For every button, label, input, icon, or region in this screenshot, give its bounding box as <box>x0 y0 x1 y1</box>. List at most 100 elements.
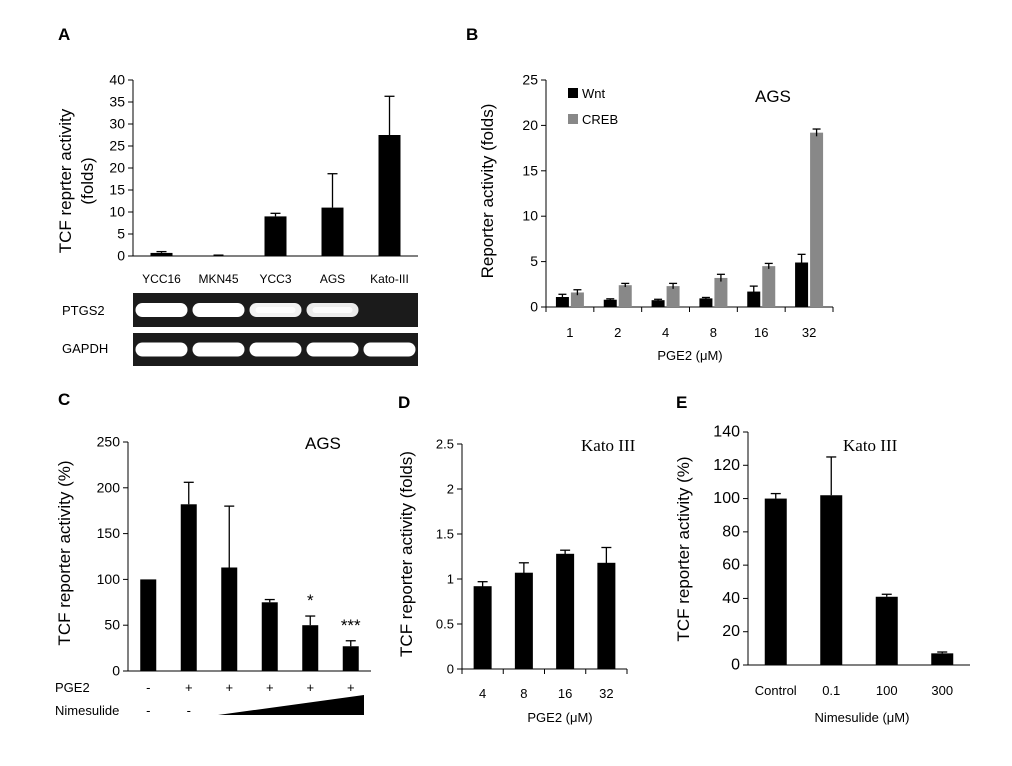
y-tick-label: 35 <box>109 94 125 110</box>
bar <box>140 579 157 671</box>
gel-band-core <box>312 307 353 313</box>
y-tick-label: 5 <box>530 253 538 269</box>
panel-c-axes: 0 50 100 150 200 250 <box>97 434 371 679</box>
panel-a-letter: A <box>58 25 70 44</box>
gel-band-core <box>198 307 239 313</box>
panel-d-bars <box>473 546 616 669</box>
bar <box>261 602 278 671</box>
x-tick-label: 0.1 <box>822 683 840 698</box>
y-tick-label: 25 <box>109 138 125 154</box>
bar <box>764 498 787 665</box>
y-tick-label: 20 <box>522 117 538 133</box>
x-tick-label: 100 <box>876 683 898 698</box>
legend-label-creb: CREB <box>582 112 618 127</box>
y-tick-label: 30 <box>109 116 125 132</box>
y-tick-label: 15 <box>522 162 538 178</box>
panel-d-title: Kato III <box>581 436 636 455</box>
pge2-mark: + <box>266 680 274 695</box>
significance-marker: *** <box>341 616 361 635</box>
panel-e-letter: E <box>676 393 687 412</box>
y-tick-label: 5 <box>117 226 125 242</box>
x-tick-label: 1 <box>566 325 573 340</box>
bar <box>556 553 575 669</box>
x-tick-label: YCC3 <box>259 272 291 286</box>
bar <box>321 207 344 256</box>
x-tick-label: 8 <box>520 686 527 701</box>
y-tick-label: 120 <box>713 457 740 474</box>
bar-wnt <box>603 299 617 307</box>
bar <box>302 625 319 671</box>
gel-band-core <box>255 346 296 353</box>
x-tick-label: 300 <box>931 683 953 698</box>
x-tick-label: 8 <box>710 325 717 340</box>
bar-wnt <box>555 297 569 307</box>
y-tick-label: 1 <box>447 572 454 587</box>
panel-c-ylabel: TCF reporter activity (%) <box>55 460 74 645</box>
panel-d-axes: 0 0.5 1 1.5 2 2.5 4 8 16 32 <box>436 437 628 701</box>
gel-band-core <box>255 307 296 313</box>
y-tick-label: 20 <box>722 623 740 640</box>
panel-c-pge2-label: PGE2 <box>55 680 90 695</box>
bar <box>597 562 616 669</box>
nimesulide-mark: - <box>146 703 150 718</box>
legend-swatch-creb <box>568 114 578 124</box>
panel-b-axes: 0 5 10 15 20 25 1 2 4 8 16 32 <box>522 72 834 340</box>
panel-a-gel: PTGS2 GAPDH <box>62 293 418 366</box>
x-tick-label: MKN45 <box>198 272 238 286</box>
panel-b: B Reporter activity (folds) AGS PGE2 (μM… <box>466 25 834 363</box>
panel-a-ylabel-line1: TCF reprter activity <box>56 108 75 253</box>
panel-b-legend: Wnt CREB <box>568 86 618 127</box>
panel-a-bars <box>150 95 401 256</box>
panel-e-xlabel: Nimesulide (μM) <box>815 710 910 725</box>
x-tick-label: 32 <box>599 686 613 701</box>
nimesulide-gradient-wedge <box>218 695 364 715</box>
x-tick-label: 2 <box>614 325 621 340</box>
y-tick-label: 0 <box>112 663 120 679</box>
y-tick-label: 20 <box>109 160 125 176</box>
bar <box>180 504 197 671</box>
panel-d-xlabel: PGE2 (μM) <box>527 710 592 725</box>
bar-creb <box>762 266 776 307</box>
x-tick-label: 16 <box>754 325 768 340</box>
bar <box>342 646 359 671</box>
y-tick-label: 10 <box>109 204 125 220</box>
bar-creb <box>666 286 680 307</box>
panel-a: A TCF reprter activity (folds) 0 5 10 15 20 2… <box>56 25 418 366</box>
y-tick-label: 100 <box>97 571 121 587</box>
pge2-mark: + <box>347 680 355 695</box>
panel-b-ylabel: Reporter activity (folds) <box>478 104 497 279</box>
panel-e-title: Kato III <box>843 436 898 455</box>
pge2-mark: + <box>185 680 193 695</box>
y-tick-label: 25 <box>522 72 538 88</box>
legend-swatch-wnt <box>568 88 578 98</box>
x-tick-label: 16 <box>558 686 572 701</box>
bar-wnt <box>699 298 713 307</box>
panel-a-axes: 0 5 10 15 20 25 30 35 40 YCC16 MKN45 YCC3 AGS Kato-II… <box>109 72 418 286</box>
panel-b-letter: B <box>466 25 478 44</box>
x-tick-label: Kato-III <box>370 272 409 286</box>
bar-wnt <box>795 262 809 307</box>
y-tick-label: 0.5 <box>436 617 454 632</box>
gel-band-core <box>141 307 182 313</box>
panel-e-axes: 0 20 40 60 80 100 120 140 Control 0.1 100 300 <box>713 424 970 698</box>
gel-band-core <box>198 346 239 353</box>
bar <box>820 495 843 665</box>
panel-b-xlabel: PGE2 (μM) <box>657 348 722 363</box>
bar-creb <box>570 292 584 307</box>
x-tick-label: AGS <box>320 272 345 286</box>
bar <box>473 586 492 669</box>
y-tick-label: 0 <box>447 662 454 677</box>
bar <box>875 596 898 665</box>
panel-e: E TCF reporter activity (%) Kato III Nim… <box>674 393 970 725</box>
bar <box>264 216 287 256</box>
gel-row-label: PTGS2 <box>62 303 105 318</box>
pge2-mark: - <box>146 680 150 695</box>
panel-d-letter: D <box>398 393 410 412</box>
y-tick-label: 40 <box>109 72 125 88</box>
panel-d: D TCF reporter activity (folds) Kato III… <box>397 393 636 725</box>
y-tick-label: 1.5 <box>436 527 454 542</box>
gel-band-core <box>369 346 410 353</box>
y-tick-label: 2.5 <box>436 437 454 452</box>
x-tick-label: 32 <box>802 325 816 340</box>
